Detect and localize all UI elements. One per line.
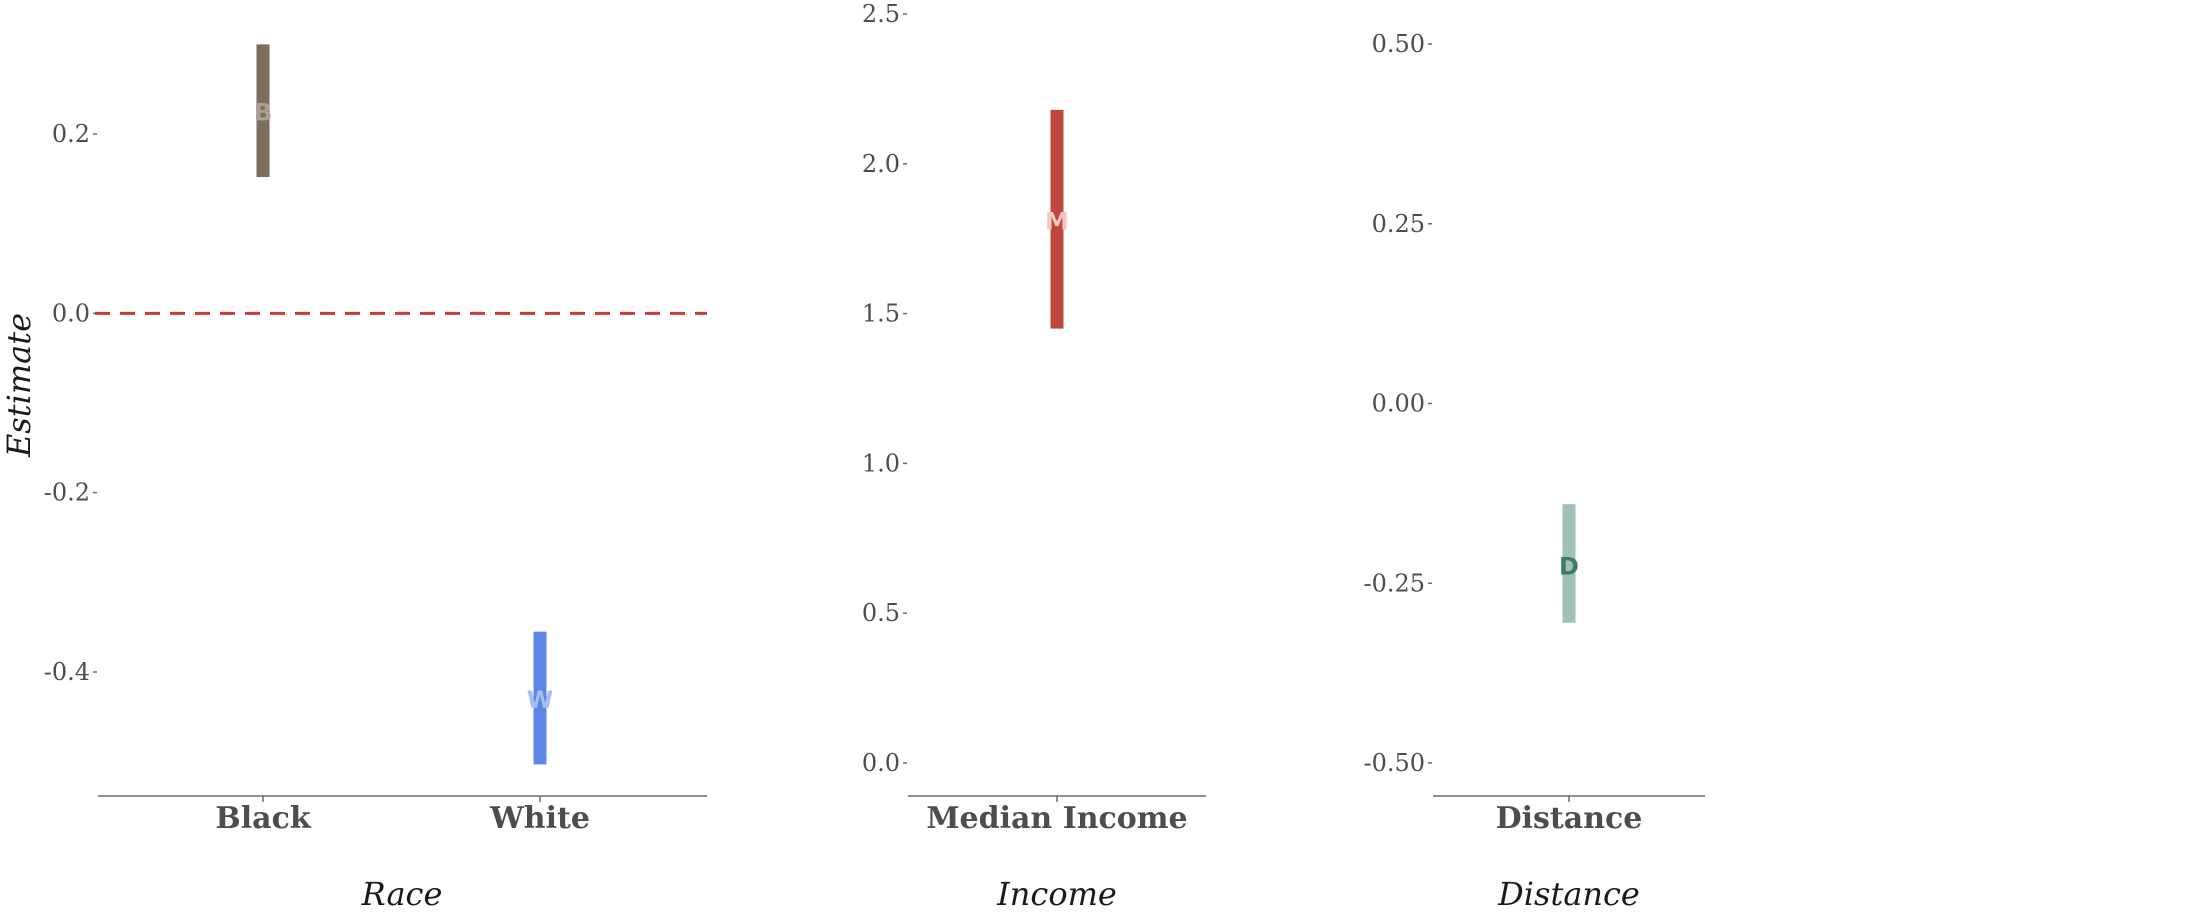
estimate-letter-marker: W: [527, 686, 553, 714]
y-tick-label: -0.4: [44, 658, 90, 686]
panel-distance: 0.50 0.25 0.00 -0.25 -0.50 D Distance Distan…: [1363, 30, 1705, 913]
x-category-label: White: [489, 801, 590, 836]
panel-income-yticks: 2.5 2.0 1.5 1.0 0.5 0.0: [862, 0, 907, 777]
panel-distance-categories: Distance: [1496, 796, 1643, 836]
y-tick-label: -0.2: [44, 479, 90, 507]
panel-race-marks: BW: [254, 44, 553, 765]
panel-income-x-title: Income: [996, 875, 1117, 913]
estimate-letter-marker: B: [254, 99, 272, 127]
y-tick-label: 1.5: [862, 300, 900, 328]
estimate-letter-marker: D: [1559, 552, 1579, 580]
panel-race-x-title: Race: [361, 875, 443, 913]
y-tick-label: -0.25: [1363, 569, 1425, 597]
panel-distance-marks: D: [1559, 504, 1579, 623]
y-tick-label: 2.0: [862, 150, 900, 178]
panel-income: 2.5 2.0 1.5 1.0 0.5 0.0 M Median Income Incom…: [862, 0, 1206, 913]
y-tick-label: 0.0: [52, 299, 90, 327]
panel-income-categories: Median Income: [926, 796, 1188, 836]
panel-race: 0.20.0-0.2-0.4 BW Black White Race: [44, 44, 707, 913]
panel-income-marks: M: [1045, 109, 1069, 329]
y-tick-label: -0.50: [1363, 749, 1425, 777]
y-tick-label: 2.5: [862, 0, 900, 28]
estimate-interval-bar: [256, 44, 270, 178]
y-axis-title: Estimate: [0, 313, 38, 458]
estimate-interval-bar: [533, 631, 547, 765]
y-tick-label: 0.5: [862, 599, 900, 627]
panel-distance-x-title: Distance: [1497, 875, 1640, 913]
x-category-label: Distance: [1496, 801, 1643, 836]
y-tick-label: 0.2: [52, 120, 90, 148]
panel-race-categories: Black White: [215, 796, 590, 836]
y-tick-label: 0.25: [1372, 210, 1425, 238]
panel-distance-yticks: 0.50 0.25 0.00 -0.25 -0.50: [1363, 30, 1432, 777]
estimate-letter-marker: M: [1045, 208, 1069, 236]
y-tick-label: 1.0: [862, 449, 900, 477]
y-tick-label: 0.0: [862, 749, 900, 777]
panel-race-yticks: 0.2 0.0 -0.2 -0.4: [44, 120, 97, 686]
estimate-interval-bar: [1050, 109, 1064, 329]
x-category-label: Black: [215, 801, 311, 836]
estimate-interval-bar: [1562, 504, 1576, 623]
x-category-label: Median Income: [926, 801, 1187, 836]
y-tick-label: 0.00: [1372, 390, 1425, 418]
y-tick-label: 0.50: [1372, 30, 1425, 58]
